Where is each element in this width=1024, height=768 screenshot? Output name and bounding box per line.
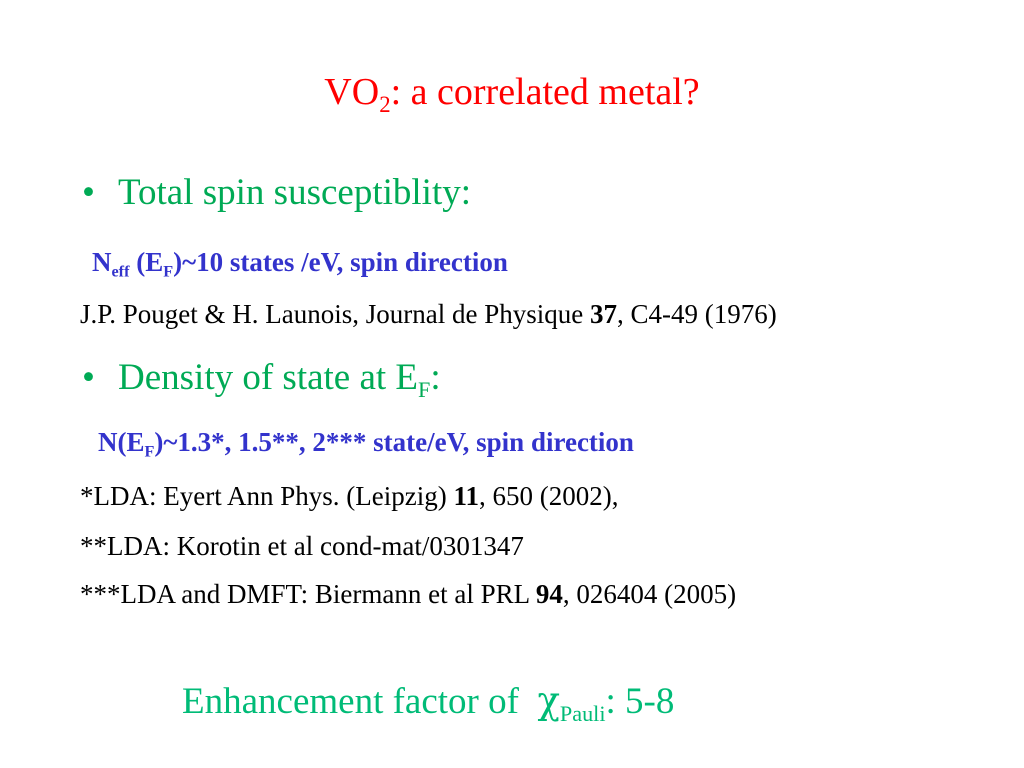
bullet-text: Density of state at E [118, 357, 419, 398]
reference-volume: 11 [453, 481, 479, 511]
chi-subscript: Pauli [559, 700, 606, 726]
enhancement-factor: Enhancement factor of χPauli: 5-8 [182, 679, 675, 726]
reference-volume: 94 [535, 579, 563, 609]
bullet-suffix: : [430, 357, 441, 398]
formula-n-subscript: eff [111, 262, 130, 281]
footer-text: Enhancement factor of [182, 681, 538, 722]
formula-rest: )~10 states /eV, spin direction [173, 247, 508, 277]
bullet-dot: • [82, 172, 95, 213]
reference-text: J.P. Pouget & H. Launois, Journal de Phy… [80, 299, 590, 329]
bullet-text: Total spin susceptiblity: [118, 172, 471, 213]
bullet-subscript: F [418, 376, 431, 402]
formula-e-subscript: F [163, 262, 174, 281]
reference-text: **LDA: Korotin et al cond-mat/0301347 [80, 531, 524, 561]
title-prefix: VO [324, 71, 380, 113]
formula-rest: )~1.3*, 1.5**, 2*** state/eV, spin direc… [154, 427, 634, 457]
formula-n-ef: N(EF)~1.3*, 1.5**, 2*** state/eV, spin d… [98, 426, 634, 461]
formula-subscript: F [144, 442, 155, 461]
title-subscript: 2 [379, 91, 391, 117]
bullet-spin-susceptibility: • Total spin susceptiblity: [82, 172, 471, 214]
reference-korotin: **LDA: Korotin et al cond-mat/0301347 [80, 530, 524, 562]
footer-rest: : 5-8 [605, 681, 675, 722]
formula-prefix: N(E [98, 427, 145, 457]
reference-rest: , C4-49 (1976) [617, 299, 777, 329]
reference-rest: , 026404 (2005) [562, 579, 737, 609]
reference-volume: 37 [590, 299, 617, 329]
reference-pouget: J.P. Pouget & H. Launois, Journal de Phy… [80, 298, 777, 330]
title-suffix: : a correlated metal? [390, 71, 700, 113]
chi-symbol: χ [537, 679, 560, 722]
formula-n: N [92, 247, 112, 277]
formula-n-eff: Neff (EF)~10 states /eV, spin direction [92, 246, 508, 281]
reference-text: ***LDA and DMFT: Biermann et al PRL [80, 579, 536, 609]
reference-text: *LDA: Eyert Ann Phys. (Leipzig) [80, 481, 454, 511]
reference-biermann: ***LDA and DMFT: Biermann et al PRL 94, … [80, 578, 736, 610]
formula-paren: (E [129, 247, 164, 277]
reference-rest: , 650 (2002), [478, 481, 619, 511]
reference-eyert: *LDA: Eyert Ann Phys. (Leipzig) 11, 650 … [80, 480, 618, 512]
slide-title: VO2: a correlated metal? [0, 70, 1024, 117]
bullet-dot: • [82, 357, 95, 398]
bullet-density-of-state: • Density of state at EF: [82, 357, 441, 402]
